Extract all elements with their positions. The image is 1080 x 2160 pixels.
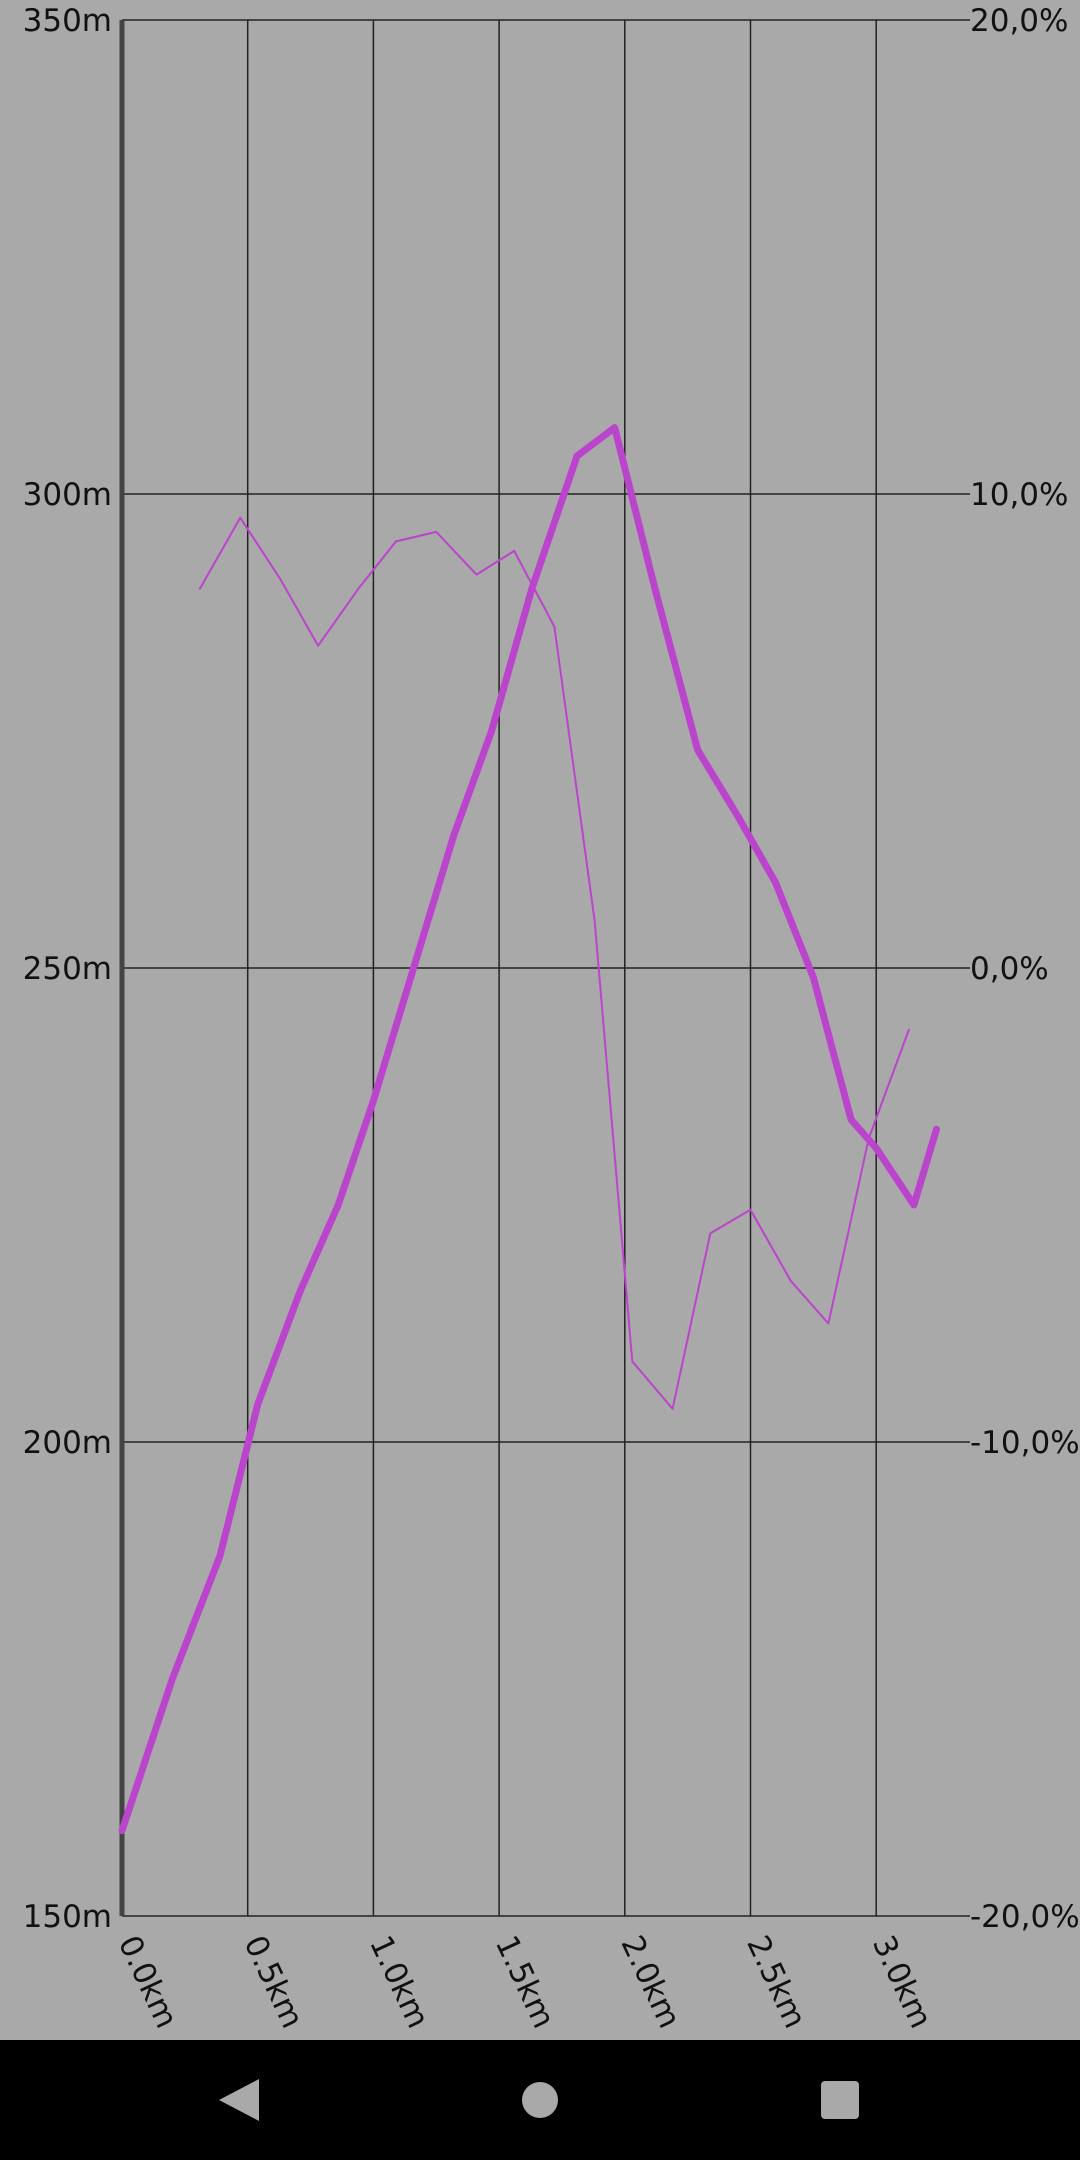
- x-tick-label: 1.0km: [362, 1930, 436, 2034]
- y-right-tick-label: 10,0%: [970, 477, 1068, 513]
- home-button[interactable]: [508, 2068, 572, 2132]
- recents-icon: [821, 2081, 859, 2119]
- x-tick-label: 0.0km: [111, 1930, 185, 2034]
- back-button[interactable]: [206, 2068, 270, 2132]
- x-tick-label: 1.5km: [488, 1930, 562, 2034]
- home-icon: [522, 2082, 558, 2118]
- y-right-tick-label: 0,0%: [970, 951, 1049, 987]
- y-left-tick-label: 350m: [23, 3, 112, 39]
- x-tick-label: 3.0km: [865, 1930, 939, 2034]
- grade-series-line: [198, 516, 910, 1410]
- x-tick-label: 2.0km: [614, 1930, 688, 2034]
- recents-button[interactable]: [808, 2068, 872, 2132]
- x-tick-label: 2.5km: [739, 1930, 813, 2034]
- y-left-tick-label: 150m: [23, 1899, 112, 1935]
- y-left-tick-label: 200m: [23, 1425, 112, 1461]
- y-right-tick-label: -20,0%: [970, 1899, 1080, 1935]
- back-icon: [219, 2079, 259, 2121]
- navigation-bar: [0, 2040, 1080, 2160]
- elevation-series-line: [118, 424, 940, 1835]
- y-right-tick-label: 20,0%: [970, 3, 1068, 39]
- x-tick-label: 0.5km: [236, 1930, 310, 2034]
- y-left-tick-label: 300m: [23, 477, 112, 513]
- y-right-tick-label: -10,0%: [970, 1425, 1080, 1461]
- chart-canvas: 350m 300m 250m 200m 150m 20,0% 10,0% 0,0% -10,0%…: [23, 3, 1080, 2034]
- elevation-chart: 350m 300m 250m 200m 150m 20,0% 10,0% 0,0% -10,0%…: [23, 3, 1080, 2034]
- y-left-tick-label: 250m: [23, 951, 112, 987]
